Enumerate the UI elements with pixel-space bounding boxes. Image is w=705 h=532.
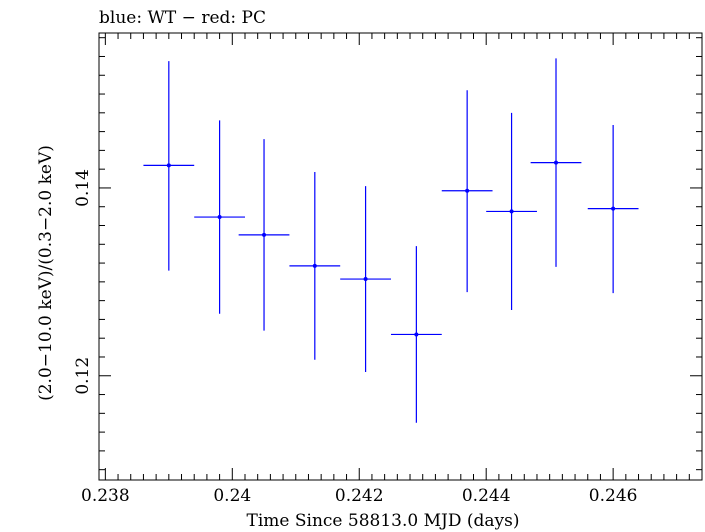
x-tick-label: 0.24 [213, 486, 251, 506]
y-axis-label: (2.0−10.0 keV)/(0.3−2.0 keV) [36, 145, 56, 401]
point-marker [166, 163, 171, 168]
x-tick-label: 0.242 [335, 486, 384, 506]
x-axis-label: Time Since 58813.0 MJD (days) [247, 511, 520, 531]
data-point [340, 186, 391, 373]
x-tick-label: 0.246 [589, 486, 638, 506]
point-marker [363, 277, 368, 282]
data-point [441, 90, 493, 293]
point-marker [554, 160, 559, 165]
point-marker [465, 188, 470, 193]
x-tick-labels: 0.238 0.24 0.242 0.244 0.246 [81, 486, 637, 506]
data-points [143, 58, 639, 423]
y-tick-label: 0.14 [73, 169, 93, 207]
point-marker [414, 332, 419, 337]
point-marker [611, 206, 616, 211]
data-point [530, 58, 582, 267]
data-point [194, 120, 245, 314]
data-point [238, 139, 290, 331]
data-point [390, 246, 442, 423]
chart-title: blue: WT − red: PC [99, 8, 266, 28]
axis-ticks [99, 33, 703, 480]
data-point [587, 125, 639, 294]
plot-frame [98, 32, 703, 481]
point-marker [262, 232, 267, 237]
x-tick-label: 0.244 [462, 486, 511, 506]
x-tick-label: 0.238 [81, 486, 130, 506]
point-marker [312, 263, 317, 268]
y-tick-label: 0.12 [73, 357, 93, 395]
point-marker [509, 209, 514, 214]
data-point [143, 61, 195, 271]
point-marker [217, 215, 222, 220]
data-point [486, 112, 537, 311]
y-tick-labels: 0.12 0.14 [73, 169, 93, 395]
data-point [289, 171, 341, 360]
